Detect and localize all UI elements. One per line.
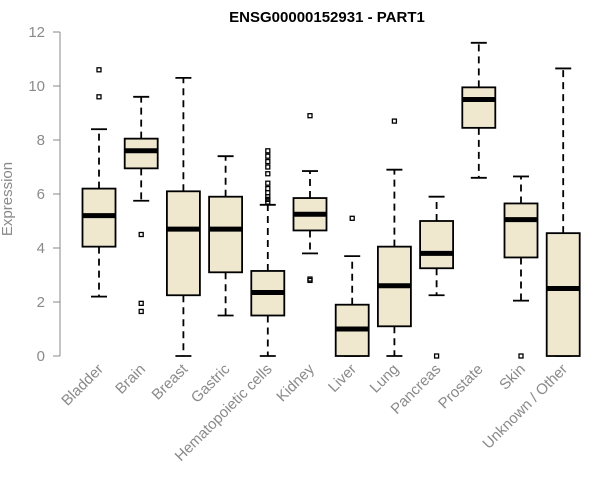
outlier-point <box>307 277 313 284</box>
x-tick-label-breast: Breast <box>149 360 192 403</box>
outlier-point <box>265 199 271 205</box>
chart-title: ENSG00000152931 - PART1 <box>229 9 425 26</box>
x-tick-label-prostate: Prostate <box>435 361 487 413</box>
outlier-point <box>349 215 355 221</box>
outlier-point <box>96 94 102 100</box>
x-tick-label-brain: Brain <box>112 361 149 398</box>
x-tick-label-skin: Skin <box>496 361 529 394</box>
iqr-box <box>503 202 539 259</box>
y-tick-label-12: 12 <box>28 24 45 41</box>
outlier-point <box>265 148 271 154</box>
box-skin <box>503 175 539 359</box>
x-tick-label-kidney: Kidney <box>273 360 318 405</box>
box-pancreas <box>419 195 455 359</box>
iqr-box <box>123 137 159 170</box>
outlier-point <box>518 353 524 359</box>
outlier-point <box>138 300 144 307</box>
box-unknown-other <box>545 67 581 357</box>
box-lung <box>376 118 412 357</box>
box-liver <box>334 215 370 357</box>
outlier-point <box>391 118 398 124</box>
y-axis-label: Expression <box>0 162 16 236</box>
outlier-point <box>307 113 313 119</box>
box-gastric <box>208 155 244 317</box>
iqr-box <box>545 232 581 357</box>
iqr-box <box>208 195 244 274</box>
iqr-box <box>461 86 497 129</box>
y-tick-label-4: 4 <box>37 240 45 257</box>
box-hematopoietic-cells <box>250 148 286 357</box>
y-tick-label-0: 0 <box>37 348 45 365</box>
x-tick-label-liver: Liver <box>325 361 360 396</box>
outlier-point <box>265 180 271 186</box>
box-prostate <box>461 41 497 179</box>
iqr-box <box>165 190 201 297</box>
outlier-point <box>265 185 271 192</box>
outlier-point <box>265 164 271 170</box>
outlier-point <box>265 194 271 200</box>
x-tick-label-bladder: Bladder <box>58 361 107 410</box>
outlier-point <box>433 353 440 359</box>
outlier-point <box>265 196 271 203</box>
outlier-point <box>96 67 102 73</box>
iqr-box <box>419 220 455 270</box>
outlier-point <box>265 153 271 159</box>
box-kidney <box>292 113 328 284</box>
y-tick-label-6: 6 <box>37 186 45 203</box>
y-tick-label-2: 2 <box>37 294 45 311</box>
x-tick-label-lung: Lung <box>367 361 403 397</box>
outlier-point <box>265 171 271 177</box>
outlier-point <box>138 308 144 315</box>
box-breast <box>165 77 201 357</box>
y-tick-label-8: 8 <box>37 132 45 149</box>
outlier-point <box>265 158 271 165</box>
y-tick-label-10: 10 <box>28 78 45 95</box>
box-series <box>81 41 581 359</box>
y-axis-ticks: 0 2 4 6 8 10 12 <box>28 24 60 365</box>
box-bladder <box>81 67 117 298</box>
outlier-point <box>138 231 144 238</box>
box-brain <box>123 95 159 315</box>
